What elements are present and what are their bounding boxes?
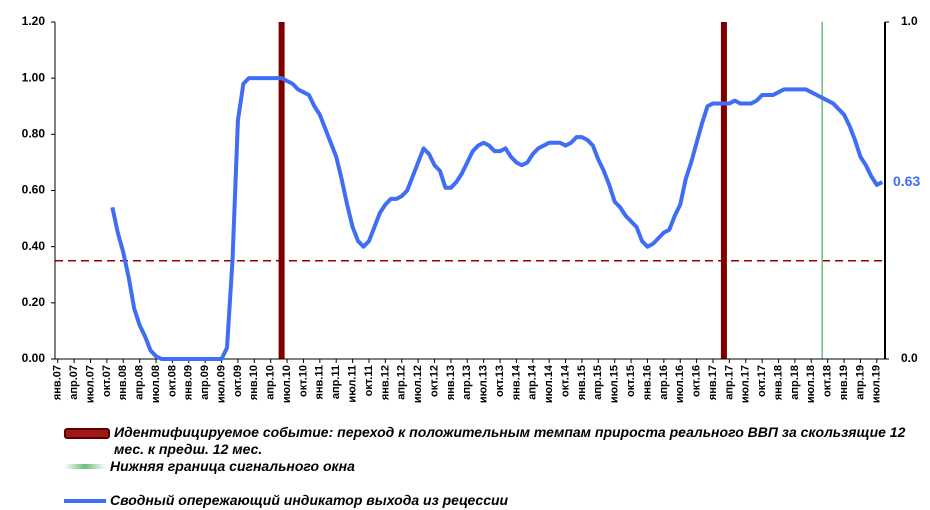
x-tick-label: окт.15 bbox=[625, 365, 637, 397]
chart: 0.00 0.20 0.40 0.60 0.80 1.00 1.20 0.0 1.0 янв.07… bbox=[22, 14, 921, 403]
x-tick-label: окт.17 bbox=[756, 365, 768, 397]
y-tick-label: 0.60 bbox=[22, 183, 46, 197]
legend-item: Сводный опережающий индикатор выхода из … bbox=[64, 492, 910, 509]
x-tick-label: июл.13 bbox=[478, 365, 490, 403]
x-tick-label: апр.11 bbox=[330, 365, 342, 399]
x-tick-label: июл.10 bbox=[281, 365, 293, 403]
legend-label: Нижняя граница сигнального окна bbox=[110, 458, 355, 474]
x-tick-label: апр.17 bbox=[723, 365, 735, 400]
x-tick-label: июл.19 bbox=[871, 365, 883, 403]
legend-label: Сводный опережающий индикатор выхода из … bbox=[110, 492, 509, 508]
x-tick-label: окт.14 bbox=[559, 364, 571, 397]
x-tick-label: янв.12 bbox=[379, 365, 391, 400]
x-tick-label: окт.13 bbox=[494, 365, 506, 397]
x-tick-label: июл.12 bbox=[412, 365, 424, 403]
x-tick-label: июл.15 bbox=[609, 365, 621, 403]
y-tick-label: 0.80 bbox=[22, 127, 46, 141]
x-tick-label: апр.10 bbox=[265, 365, 277, 400]
x-tick-label: июл.08 bbox=[150, 365, 162, 403]
legend-label: Идентифицируемое событие: переход к поло… bbox=[114, 424, 906, 457]
x-tick-label: окт.12 bbox=[428, 365, 440, 397]
x-tick-label: янв.14 bbox=[510, 364, 522, 400]
legend-marker bbox=[64, 464, 106, 469]
x-tick-label: окт.11 bbox=[363, 365, 375, 396]
x-tick-label: янв.18 bbox=[772, 365, 784, 400]
x-tick-label: янв.15 bbox=[576, 365, 588, 400]
x-tick-label: янв.13 bbox=[445, 365, 457, 400]
x-tick-label: янв.19 bbox=[838, 365, 850, 400]
end-value-label: 0.63 bbox=[893, 173, 920, 189]
x-tick-label: июл.17 bbox=[740, 365, 752, 403]
x-tick-label: апр.09 bbox=[199, 365, 211, 400]
x-tick-label: июл.07 bbox=[84, 365, 96, 403]
y-tick-label: 1.20 bbox=[22, 14, 46, 28]
legend-marker bbox=[64, 499, 106, 503]
x-tick-label: апр.13 bbox=[461, 365, 473, 400]
y2-tick-label: 0.0 bbox=[901, 351, 918, 365]
x-tick-label: янв.09 bbox=[183, 365, 195, 400]
x-tick-label: янв.10 bbox=[248, 365, 260, 400]
legend-marker bbox=[64, 428, 110, 439]
x-tick-label: янв.07 bbox=[52, 365, 64, 400]
legend-item: Нижняя граница сигнального окна bbox=[64, 458, 910, 475]
x-tick-label: окт.10 bbox=[297, 365, 309, 397]
x-tick-label: июл.09 bbox=[215, 365, 227, 403]
x-tick-label: окт.08 bbox=[166, 365, 178, 397]
x-tick-label: янв.16 bbox=[641, 365, 653, 400]
x-tick-label: апр.12 bbox=[396, 365, 408, 400]
x-tick-label: апр.14 bbox=[527, 364, 539, 400]
legend-item: Идентифицируемое событие: переход к поло… bbox=[64, 424, 914, 458]
x-tick-label: апр.18 bbox=[789, 365, 801, 400]
x-tick-label: апр.19 bbox=[854, 365, 866, 400]
x-tick-label: янв.11 bbox=[314, 365, 326, 400]
y2-tick-label: 1.0 bbox=[901, 14, 918, 28]
x-tick-label: июл.16 bbox=[674, 365, 686, 403]
x-tick-label: апр.07 bbox=[68, 365, 80, 400]
y-tick-label: 0.20 bbox=[22, 295, 46, 309]
x-tick-label: апр.16 bbox=[658, 365, 670, 400]
x-tick-label: июл.11 bbox=[347, 365, 359, 403]
y-tick-label: 0.40 bbox=[22, 239, 46, 253]
series-line bbox=[110, 76, 884, 361]
x-tick-label: янв.08 bbox=[117, 365, 129, 400]
x-tick-label: июл.18 bbox=[805, 365, 817, 403]
y-tick-label: 0.00 bbox=[22, 351, 46, 365]
x-tick-label: июл.14 bbox=[543, 364, 555, 403]
x-tick-label: окт.09 bbox=[232, 365, 244, 397]
x-tick-label: окт.07 bbox=[101, 365, 113, 397]
x-tick-label: апр.08 bbox=[134, 365, 146, 400]
y-tick-label: 1.00 bbox=[22, 70, 46, 84]
x-tick-label: апр.15 bbox=[592, 365, 604, 400]
x-tick-label: окт.18 bbox=[822, 365, 834, 397]
x-tick-label: окт.16 bbox=[691, 365, 703, 397]
x-tick-label: янв.17 bbox=[707, 365, 719, 400]
